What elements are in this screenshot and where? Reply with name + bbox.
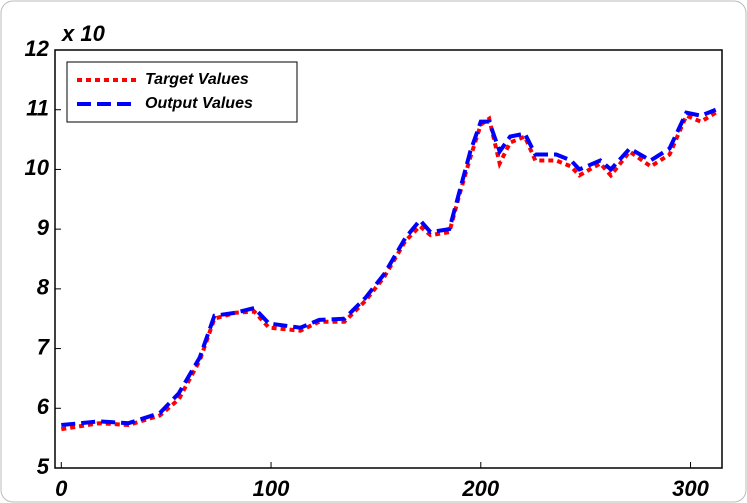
chart: x 10 5 6 7 8 9 10 11 12 0 100 200 300 Target Values O…: [0, 0, 747, 503]
x-tick-label: 0: [55, 476, 68, 501]
x-tick-label: 100: [253, 476, 290, 501]
x-tick-label: 200: [461, 476, 499, 501]
y-tick-label: 7: [37, 334, 51, 359]
legend-label: Target Values: [145, 71, 249, 88]
y-tick-label: 12: [25, 36, 50, 61]
y-tick-label: 10: [25, 155, 50, 180]
y-tick-label: 8: [37, 275, 50, 300]
legend-label: Output Values: [145, 95, 253, 112]
y-multiplier: x 10: [61, 21, 106, 46]
x-tick-label: 300: [672, 476, 709, 501]
y-tick-label: 11: [26, 96, 49, 121]
y-tick-label: 9: [37, 215, 50, 240]
y-tick-label: 6: [37, 394, 50, 419]
y-tick-label: 5: [37, 454, 50, 479]
